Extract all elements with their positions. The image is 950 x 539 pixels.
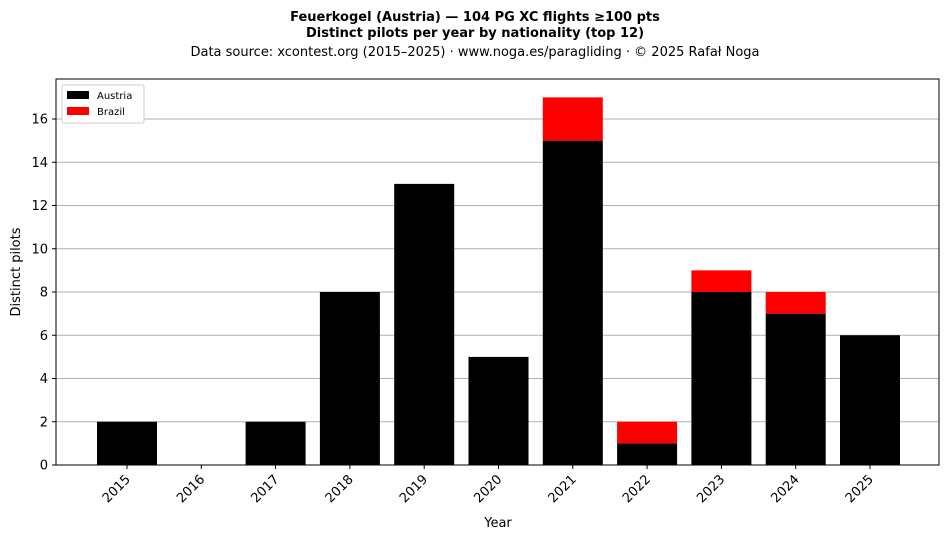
y-tick-label: 16 xyxy=(31,113,48,128)
x-tick-label: 2015 xyxy=(100,472,134,506)
x-tick-label: 2017 xyxy=(248,472,282,506)
bar-austria-2022 xyxy=(617,443,678,465)
x-tick-label: 2025 xyxy=(843,472,877,506)
x-tick-label: 2019 xyxy=(397,472,431,506)
y-tick-label: 4 xyxy=(40,372,48,387)
x-tick-label: 2023 xyxy=(694,472,728,506)
x-tick-label: 2016 xyxy=(174,472,208,506)
x-tick-label: 2022 xyxy=(620,472,654,506)
legend-label-brazil: Brazil xyxy=(97,107,125,118)
y-tick-label: 10 xyxy=(31,242,48,257)
legend-label-austria: Austria xyxy=(97,91,132,102)
y-tick-label: 0 xyxy=(40,459,48,474)
chart-source: Data source: xcontest.org (2015–2025) · … xyxy=(190,45,759,60)
y-tick-label: 14 xyxy=(31,156,48,171)
bar-brazil-2024 xyxy=(765,292,826,314)
y-tick-label: 2 xyxy=(40,415,48,430)
chart-subtitle: Distinct pilots per year by nationality … xyxy=(306,26,644,41)
bar-austria-2019 xyxy=(394,183,455,465)
legend-swatch-brazil xyxy=(67,107,89,115)
bar-brazil-2021 xyxy=(542,97,603,141)
bar-brazil-2023 xyxy=(691,270,752,293)
x-tick-label: 2018 xyxy=(323,472,357,506)
x-tick-label: 2020 xyxy=(471,472,505,506)
grid-lines xyxy=(56,118,939,423)
y-axis-ticks: 0 2 4 6 8 10 12 14 16 xyxy=(31,113,56,474)
x-axis-ticks: 2015 2016 2017 2018 2019 2020 2021 2022 2023 2024… xyxy=(100,465,877,506)
legend-swatch-austria xyxy=(67,91,89,99)
y-tick-label: 8 xyxy=(40,286,48,301)
plot-frame xyxy=(55,78,940,466)
y-axis-label: Distinct pilots xyxy=(9,227,24,316)
bar-austria-2020 xyxy=(468,356,529,465)
bar-austria-2023 xyxy=(691,292,752,465)
x-axis-label: Year xyxy=(483,516,512,531)
bar-austria-2024 xyxy=(765,313,826,465)
x-tick-label: 2024 xyxy=(769,472,803,506)
bar-austria-2015 xyxy=(97,421,157,465)
y-tick-label: 6 xyxy=(40,329,48,344)
x-tick-label: 2021 xyxy=(546,472,580,506)
bar-brazil-2022 xyxy=(617,421,678,444)
legend: Austria Brazil xyxy=(61,84,145,124)
bars xyxy=(97,97,900,465)
y-tick-label: 12 xyxy=(31,199,48,214)
bar-austria-2021 xyxy=(542,140,603,465)
chart-title: Feuerkogel (Austria) — 104 PG XC flights… xyxy=(290,10,660,25)
bar-austria-2018 xyxy=(319,292,380,465)
bar-austria-2025 xyxy=(840,335,900,465)
bar-austria-2017 xyxy=(245,421,306,465)
